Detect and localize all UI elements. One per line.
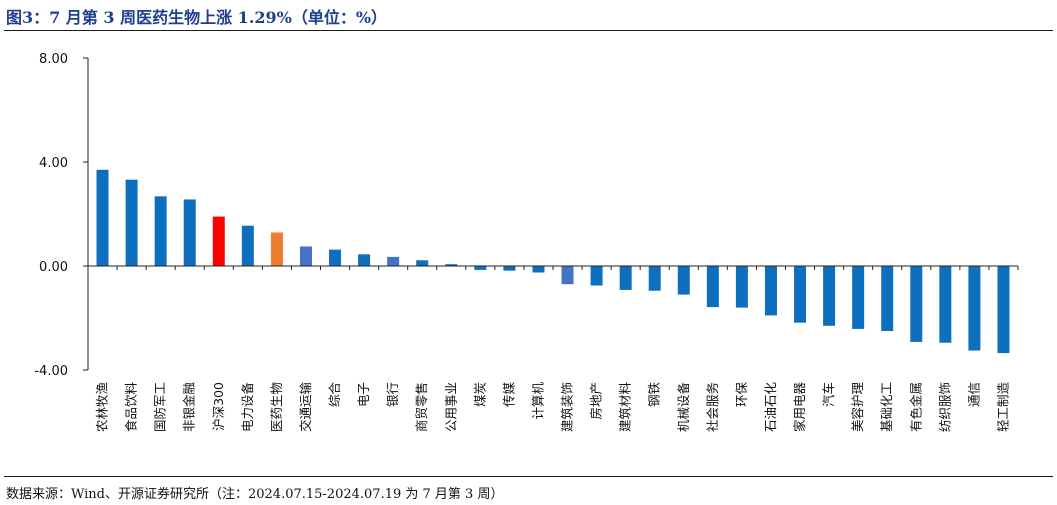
bar-11: [387, 256, 400, 266]
category-label: 建筑材料: [618, 382, 633, 433]
source-divider: [4, 476, 1053, 477]
bar-9: [329, 249, 342, 266]
category-label: 计算机: [530, 382, 545, 420]
category-label: 美容护理: [850, 382, 865, 433]
figure-title: 图3：7 月第 3 周医药生物上涨 1.29%（单位：%）: [6, 8, 388, 27]
bar-12: [416, 260, 429, 266]
bar-7: [270, 232, 283, 266]
category-label: 银行: [385, 382, 400, 407]
category-label: 钢铁: [647, 382, 662, 408]
category-label: 沪深300: [211, 382, 226, 431]
category-label: 电子: [356, 382, 371, 407]
bar-26: [823, 266, 836, 326]
bar-17: [561, 266, 574, 285]
category-label: 商贸零售: [414, 382, 429, 432]
category-label: 公用事业: [443, 382, 458, 432]
bar-10: [358, 254, 371, 266]
category-label: 轻工制造: [995, 382, 1010, 433]
bar-29: [910, 266, 923, 342]
bar-8: [299, 246, 312, 266]
category-label: 社会服务: [705, 382, 720, 432]
category-label: 煤炭: [472, 382, 487, 407]
bar-23: [735, 266, 748, 308]
bar-6: [241, 225, 254, 266]
category-label: 传媒: [501, 382, 516, 408]
category-labels: 农林牧渔 食品饮料 国防军工 非银金融 沪深300 电力设备 医药生物 交通运输 综合 电子 银行商…: [95, 382, 1011, 433]
bar-15: [503, 266, 516, 271]
bar-2: [125, 179, 138, 266]
y-tick-label: -4.00: [34, 364, 68, 379]
bar-31: [968, 266, 981, 351]
bar-25: [794, 266, 807, 323]
category-label: 房地产: [589, 382, 604, 420]
bar-20: [648, 266, 661, 291]
bar-18: [590, 266, 603, 286]
y-tick-label: 8.00: [39, 52, 68, 67]
category-label: 家用电器: [792, 382, 807, 433]
category-label: 纺织服饰: [937, 382, 952, 432]
category-label: 机械设备: [676, 382, 691, 433]
bar-14: [474, 266, 487, 270]
x-axis: [87, 265, 1019, 270]
bar-24: [764, 266, 777, 316]
category-label: 基础化工: [879, 382, 894, 432]
category-label: 汽车: [821, 382, 836, 407]
bar-27: [852, 266, 865, 329]
bars-group: [96, 169, 1010, 354]
category-label: 综合: [327, 382, 342, 408]
bar-1: [96, 169, 109, 266]
category-label: 食品饮料: [124, 382, 139, 433]
category-label: 医药生物: [269, 382, 284, 432]
bar-28: [881, 266, 894, 331]
category-label: 石油石化: [763, 382, 778, 433]
bar-19: [619, 266, 632, 290]
bar-16: [532, 266, 545, 273]
bar-22: [706, 266, 719, 308]
category-label: 国防军工: [153, 382, 168, 432]
bar-30: [939, 266, 952, 343]
bar-32: [997, 266, 1010, 354]
category-label: 电力设备: [240, 382, 255, 433]
y-axis: 8.00 4.00 0.00 -4.00: [34, 52, 89, 379]
category-label: 农林牧渔: [95, 382, 110, 432]
category-label: 非银金融: [182, 382, 197, 433]
bar-5: [212, 216, 225, 266]
category-label: 建筑装饰: [560, 382, 575, 432]
y-tick-label: 4.00: [39, 156, 68, 171]
bar-3: [154, 196, 167, 266]
category-label: 有色金属: [908, 382, 923, 432]
bar-4: [183, 199, 196, 266]
category-label: 交通运输: [298, 382, 313, 433]
title-divider: [4, 30, 1053, 31]
source-note: 数据来源：Wind、开源证券研究所（注：2024.07.15-2024.07.1…: [6, 487, 504, 502]
category-label: 通信: [966, 382, 981, 407]
bar-13: [445, 264, 458, 266]
y-tick-label: 0.00: [39, 260, 68, 275]
bar-21: [677, 266, 690, 295]
category-label: 环保: [734, 382, 749, 408]
